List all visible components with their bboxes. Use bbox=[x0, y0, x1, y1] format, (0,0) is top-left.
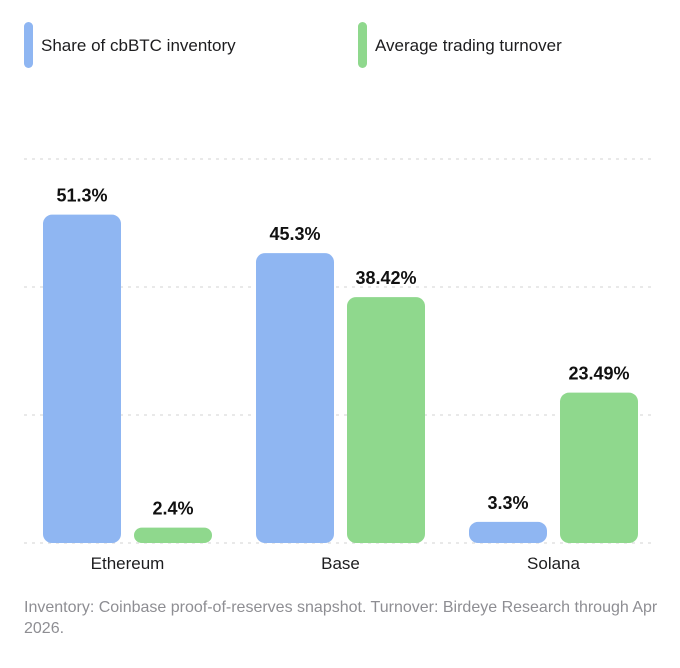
legend-swatch bbox=[24, 22, 33, 68]
data-label: 2.4% bbox=[152, 499, 193, 519]
bar bbox=[134, 527, 212, 543]
data-label: 38.42% bbox=[355, 268, 416, 288]
legend-label: Share of cbBTC inventory bbox=[41, 36, 236, 55]
value-labels: 51.3% 2.4% 45.3% 38.42% 3.3% 23.49% bbox=[56, 186, 629, 519]
bar bbox=[347, 297, 425, 543]
category-tick-label: Ethereum bbox=[91, 554, 165, 573]
data-label: 45.3% bbox=[269, 224, 320, 244]
bar bbox=[256, 253, 334, 543]
legend: Share of cbBTC inventory Average trading … bbox=[24, 22, 562, 68]
data-label: 51.3% bbox=[56, 186, 107, 206]
bars bbox=[43, 214, 638, 543]
legend-label: Average trading turnover bbox=[375, 36, 562, 55]
legend-swatch bbox=[358, 22, 367, 68]
category-tick-label: Base bbox=[321, 554, 360, 573]
gridlines bbox=[24, 158, 652, 544]
category-axis: Ethereum Base Solana bbox=[91, 554, 581, 573]
data-label: 23.49% bbox=[568, 364, 629, 384]
source-footnote: Inventory: Coinbase proof-of-reserves sn… bbox=[24, 599, 658, 637]
category-tick-label: Solana bbox=[527, 554, 580, 573]
bar bbox=[469, 521, 547, 543]
bar bbox=[560, 392, 638, 543]
bar bbox=[43, 214, 121, 543]
data-label: 3.3% bbox=[487, 493, 528, 513]
